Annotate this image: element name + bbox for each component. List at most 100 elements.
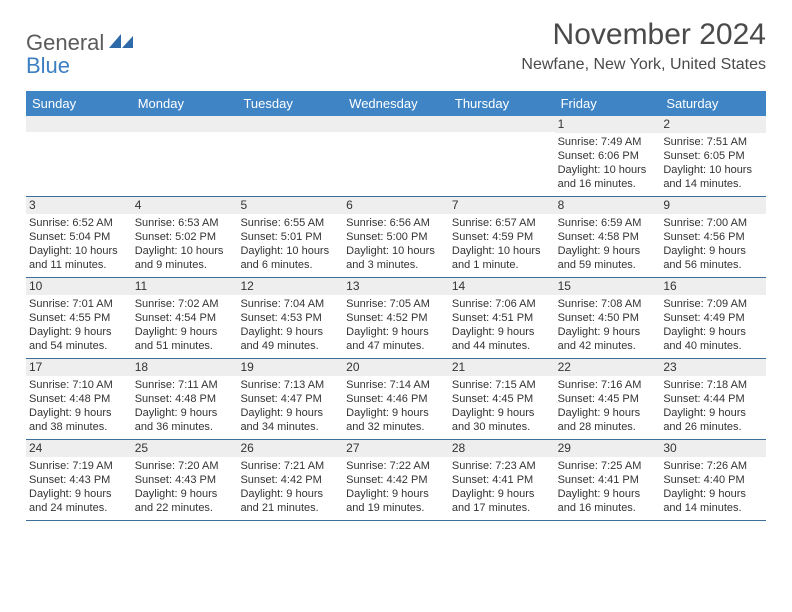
daylight-line-2: and 11 minutes. <box>29 258 129 272</box>
daylight-line-2: and 32 minutes. <box>346 420 446 434</box>
sunset-line: Sunset: 5:01 PM <box>240 230 340 244</box>
daylight-line-2: and 16 minutes. <box>558 177 658 191</box>
sunrise-line: Sunrise: 7:23 AM <box>452 459 552 473</box>
sunset-line: Sunset: 4:53 PM <box>240 311 340 325</box>
sunset-line: Sunset: 4:44 PM <box>663 392 763 406</box>
day-cell: 16Sunrise: 7:09 AMSunset: 4:49 PMDayligh… <box>660 278 766 358</box>
sunset-line: Sunset: 4:41 PM <box>452 473 552 487</box>
daylight-line-1: Daylight: 9 hours <box>135 487 235 501</box>
daylight-line-1: Daylight: 9 hours <box>240 487 340 501</box>
daylight-line-1: Daylight: 9 hours <box>29 406 129 420</box>
day-cell: 11Sunrise: 7:02 AMSunset: 4:54 PMDayligh… <box>132 278 238 358</box>
day-number: 18 <box>132 359 238 376</box>
day-number: 25 <box>132 440 238 457</box>
day-cell: 3Sunrise: 6:52 AMSunset: 5:04 PMDaylight… <box>26 197 132 277</box>
sunrise-line: Sunrise: 6:53 AM <box>135 216 235 230</box>
day-cell: 23Sunrise: 7:18 AMSunset: 4:44 PMDayligh… <box>660 359 766 439</box>
sunrise-line: Sunrise: 6:59 AM <box>558 216 658 230</box>
day-number: 13 <box>343 278 449 295</box>
day-cell: 1Sunrise: 7:49 AMSunset: 6:06 PMDaylight… <box>555 116 661 196</box>
daylight-line-2: and 59 minutes. <box>558 258 658 272</box>
sunset-line: Sunset: 6:05 PM <box>663 149 763 163</box>
daylight-line-1: Daylight: 9 hours <box>240 406 340 420</box>
daylight-line-1: Daylight: 9 hours <box>29 487 129 501</box>
empty-daynum-strip <box>343 116 449 132</box>
day-body: Sunrise: 7:22 AMSunset: 4:42 PMDaylight:… <box>343 457 449 519</box>
day-body: Sunrise: 7:01 AMSunset: 4:55 PMDaylight:… <box>26 295 132 357</box>
day-body: Sunrise: 7:16 AMSunset: 4:45 PMDaylight:… <box>555 376 661 438</box>
day-cell: 19Sunrise: 7:13 AMSunset: 4:47 PMDayligh… <box>237 359 343 439</box>
day-number: 3 <box>26 197 132 214</box>
sunrise-line: Sunrise: 7:20 AM <box>135 459 235 473</box>
sunset-line: Sunset: 4:48 PM <box>29 392 129 406</box>
day-number: 4 <box>132 197 238 214</box>
logo-line2: Blue <box>26 53 70 78</box>
day-body: Sunrise: 7:04 AMSunset: 4:53 PMDaylight:… <box>237 295 343 357</box>
day-cell: 30Sunrise: 7:26 AMSunset: 4:40 PMDayligh… <box>660 440 766 520</box>
day-number: 15 <box>555 278 661 295</box>
day-cell: 9Sunrise: 7:00 AMSunset: 4:56 PMDaylight… <box>660 197 766 277</box>
logo-sail-icon <box>107 32 135 50</box>
daylight-line-2: and 40 minutes. <box>663 339 763 353</box>
day-number: 2 <box>660 116 766 133</box>
daylight-line-1: Daylight: 9 hours <box>452 406 552 420</box>
daylight-line-1: Daylight: 10 hours <box>135 244 235 258</box>
daylight-line-1: Daylight: 9 hours <box>558 325 658 339</box>
logo-line1: General <box>26 30 104 55</box>
day-number: 30 <box>660 440 766 457</box>
daylight-line-2: and 51 minutes. <box>135 339 235 353</box>
title-block: November 2024 Newfane, New York, United … <box>521 18 766 74</box>
day-cell: 29Sunrise: 7:25 AMSunset: 4:41 PMDayligh… <box>555 440 661 520</box>
sunrise-line: Sunrise: 7:10 AM <box>29 378 129 392</box>
day-number: 27 <box>343 440 449 457</box>
sunrise-line: Sunrise: 7:26 AM <box>663 459 763 473</box>
daylight-line-1: Daylight: 9 hours <box>135 406 235 420</box>
weekday-mon: Monday <box>132 92 238 116</box>
day-cell: 26Sunrise: 7:21 AMSunset: 4:42 PMDayligh… <box>237 440 343 520</box>
daylight-line-1: Daylight: 10 hours <box>29 244 129 258</box>
sunset-line: Sunset: 4:41 PM <box>558 473 658 487</box>
daylight-line-2: and 30 minutes. <box>452 420 552 434</box>
day-body: Sunrise: 7:26 AMSunset: 4:40 PMDaylight:… <box>660 457 766 519</box>
day-cell <box>343 116 449 196</box>
empty-daynum-strip <box>26 116 132 132</box>
week-row: 17Sunrise: 7:10 AMSunset: 4:48 PMDayligh… <box>26 359 766 440</box>
daylight-line-2: and 21 minutes. <box>240 501 340 515</box>
sunrise-line: Sunrise: 7:49 AM <box>558 135 658 149</box>
day-body: Sunrise: 7:23 AMSunset: 4:41 PMDaylight:… <box>449 457 555 519</box>
day-body: Sunrise: 7:19 AMSunset: 4:43 PMDaylight:… <box>26 457 132 519</box>
weekday-wed: Wednesday <box>343 92 449 116</box>
location: Newfane, New York, United States <box>521 56 766 74</box>
day-cell <box>237 116 343 196</box>
daylight-line-1: Daylight: 9 hours <box>663 244 763 258</box>
week-row: 3Sunrise: 6:52 AMSunset: 5:04 PMDaylight… <box>26 197 766 278</box>
daylight-line-2: and 36 minutes. <box>135 420 235 434</box>
day-number: 17 <box>26 359 132 376</box>
daylight-line-1: Daylight: 9 hours <box>663 325 763 339</box>
day-cell: 22Sunrise: 7:16 AMSunset: 4:45 PMDayligh… <box>555 359 661 439</box>
daylight-line-1: Daylight: 9 hours <box>346 487 446 501</box>
week-row: 1Sunrise: 7:49 AMSunset: 6:06 PMDaylight… <box>26 116 766 197</box>
sunset-line: Sunset: 4:42 PM <box>346 473 446 487</box>
daylight-line-2: and 16 minutes. <box>558 501 658 515</box>
sunrise-line: Sunrise: 7:19 AM <box>29 459 129 473</box>
day-body: Sunrise: 7:15 AMSunset: 4:45 PMDaylight:… <box>449 376 555 438</box>
day-cell: 24Sunrise: 7:19 AMSunset: 4:43 PMDayligh… <box>26 440 132 520</box>
day-cell: 15Sunrise: 7:08 AMSunset: 4:50 PMDayligh… <box>555 278 661 358</box>
sunset-line: Sunset: 4:43 PM <box>135 473 235 487</box>
day-number: 7 <box>449 197 555 214</box>
daylight-line-1: Daylight: 9 hours <box>452 487 552 501</box>
daylight-line-1: Daylight: 10 hours <box>452 244 552 258</box>
daylight-line-2: and 54 minutes. <box>29 339 129 353</box>
daylight-line-1: Daylight: 9 hours <box>558 244 658 258</box>
daylight-line-2: and 1 minute. <box>452 258 552 272</box>
day-number: 24 <box>26 440 132 457</box>
daylight-line-2: and 49 minutes. <box>240 339 340 353</box>
sunrise-line: Sunrise: 7:16 AM <box>558 378 658 392</box>
day-number: 8 <box>555 197 661 214</box>
day-body: Sunrise: 7:25 AMSunset: 4:41 PMDaylight:… <box>555 457 661 519</box>
sunset-line: Sunset: 4:45 PM <box>452 392 552 406</box>
day-cell: 27Sunrise: 7:22 AMSunset: 4:42 PMDayligh… <box>343 440 449 520</box>
sunrise-line: Sunrise: 6:57 AM <box>452 216 552 230</box>
day-cell: 2Sunrise: 7:51 AMSunset: 6:05 PMDaylight… <box>660 116 766 196</box>
